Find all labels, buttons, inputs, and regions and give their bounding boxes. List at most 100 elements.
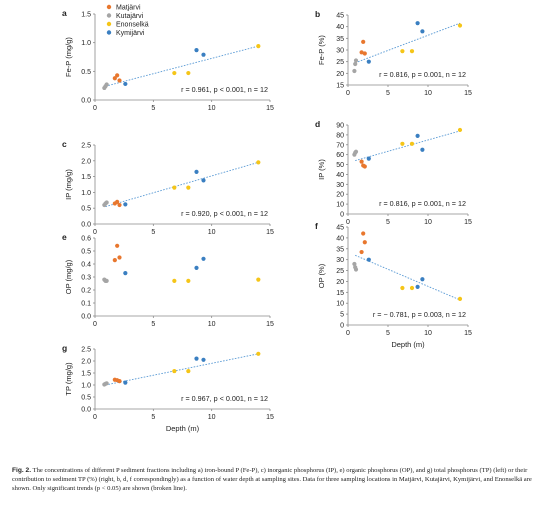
y-tick-label: 35 [336, 36, 344, 43]
x-axis-label: Depth (m) [166, 424, 200, 433]
data-point [353, 267, 359, 272]
data-point [400, 141, 405, 146]
data-point [123, 81, 128, 87]
y-tick-label: 1.5 [81, 371, 91, 378]
stats-annotation: r = 0.816, p = 0.001, n = 12 [379, 70, 466, 79]
y-tick-label: 20 [336, 71, 344, 78]
x-tick-label: 15 [464, 90, 472, 97]
data-point [352, 68, 357, 74]
data-point [256, 277, 261, 282]
x-tick-label: 0 [93, 105, 97, 112]
y-tick-label: 0.4 [81, 262, 91, 269]
y-tick-label: 1.0 [81, 383, 91, 390]
x-axis-label: Depth (m) [391, 340, 425, 349]
data-point [415, 284, 420, 289]
y-tick-label: 40 [336, 24, 344, 31]
x-tick-label: 10 [424, 330, 432, 337]
y-tick-label: 0.2 [81, 288, 91, 295]
panel-letter: f [315, 221, 318, 231]
figure-panels: 0.0 0.5 1.0 1.5 0 5 10 15 a Fe-P (mg/g) r = 0.961,… [62, 4, 472, 433]
data-point [256, 351, 261, 356]
data-point [194, 48, 199, 53]
data-point [117, 78, 122, 83]
data-point [415, 21, 420, 26]
y-tick-label: 30 [336, 182, 344, 189]
y-axis-label: IP (%) [317, 159, 326, 180]
data-point [457, 23, 463, 28]
panel-letter: d [315, 119, 320, 129]
stats-annotation: r = 0.961, p < 0.001, n = 12 [181, 85, 268, 94]
y-tick-label: 0.1 [81, 301, 91, 308]
data-point [400, 49, 405, 54]
y-tick-label: 20 [336, 279, 344, 286]
y-tick-label: 1.5 [81, 174, 91, 181]
x-tick-label: 15 [266, 321, 274, 328]
data-point [172, 368, 177, 374]
data-point [353, 58, 359, 63]
x-tick-label: 5 [151, 105, 155, 112]
data-point [457, 127, 463, 133]
x-tick-label: 10 [208, 229, 216, 236]
x-tick-label: 10 [208, 414, 216, 421]
data-point [123, 380, 128, 385]
data-point [115, 73, 120, 78]
trend-line [105, 353, 259, 386]
data-point [194, 169, 199, 174]
x-tick-label: 0 [346, 330, 350, 337]
y-tick-label: 35 [336, 246, 344, 253]
legend-marker [106, 4, 112, 10]
y-axis-label: Fe-P (mg/g) [64, 37, 73, 77]
x-tick-label: 0 [93, 414, 97, 421]
data-point [201, 178, 206, 183]
x-tick-label: 10 [208, 105, 216, 112]
data-point [117, 379, 122, 384]
data-point [186, 70, 191, 76]
data-point [361, 39, 366, 44]
legend-marker [106, 21, 112, 27]
y-tick-label: 2.0 [81, 359, 91, 366]
data-point [117, 202, 122, 208]
data-point [409, 285, 415, 291]
y-tick-label: 70 [336, 142, 344, 149]
x-tick-label: 15 [266, 105, 274, 112]
data-point [420, 147, 425, 152]
panel-b: 15 20 25 30 35 40 45 0 5 10 15 b Fe-P (%) r = 0.816, … [315, 9, 472, 97]
data-point [186, 185, 191, 190]
y-tick-label: 0.3 [81, 275, 91, 282]
data-point [353, 149, 359, 154]
stats-annotation: r = 0.967, p < 0.001, n = 12 [181, 394, 268, 403]
data-point [457, 296, 463, 301]
y-axis-label: TP (mg/g) [64, 362, 73, 396]
y-tick-label: 0 [340, 323, 344, 330]
data-point [123, 271, 128, 276]
panel-g: 0.0 0.5 1.0 1.5 2.0 2.5 0 5 10 15 g TP (mg/g) Depth … [62, 343, 274, 433]
trend-line [355, 22, 461, 64]
y-tick-label: 10 [336, 301, 344, 308]
trend-line [105, 161, 259, 208]
x-tick-label: 15 [464, 330, 472, 337]
x-tick-label: 5 [151, 414, 155, 421]
y-tick-label: 1.5 [81, 12, 91, 19]
y-tick-label: 30 [336, 257, 344, 264]
y-tick-label: 25 [336, 59, 344, 66]
data-point [115, 199, 120, 204]
data-point [201, 256, 206, 261]
y-tick-label: 0.5 [81, 206, 91, 213]
panel-letter: g [62, 343, 67, 353]
data-point [186, 278, 191, 283]
data-point [409, 49, 415, 54]
y-tick-label: 25 [336, 268, 344, 275]
legend-label: Kutajärvi [116, 13, 144, 20]
x-tick-label: 10 [424, 219, 432, 226]
y-tick-label: 30 [336, 48, 344, 55]
y-tick-label: 0.0 [81, 98, 91, 105]
x-tick-label: 10 [208, 321, 216, 328]
panel-letter: a [62, 8, 67, 18]
data-point [201, 357, 206, 362]
y-axis-label: IP (mg/g) [64, 169, 73, 200]
data-point [256, 160, 261, 165]
figure-caption: Fig. 2. The concentrations of different … [12, 466, 544, 493]
x-tick-label: 5 [386, 330, 390, 337]
data-point [117, 255, 122, 260]
